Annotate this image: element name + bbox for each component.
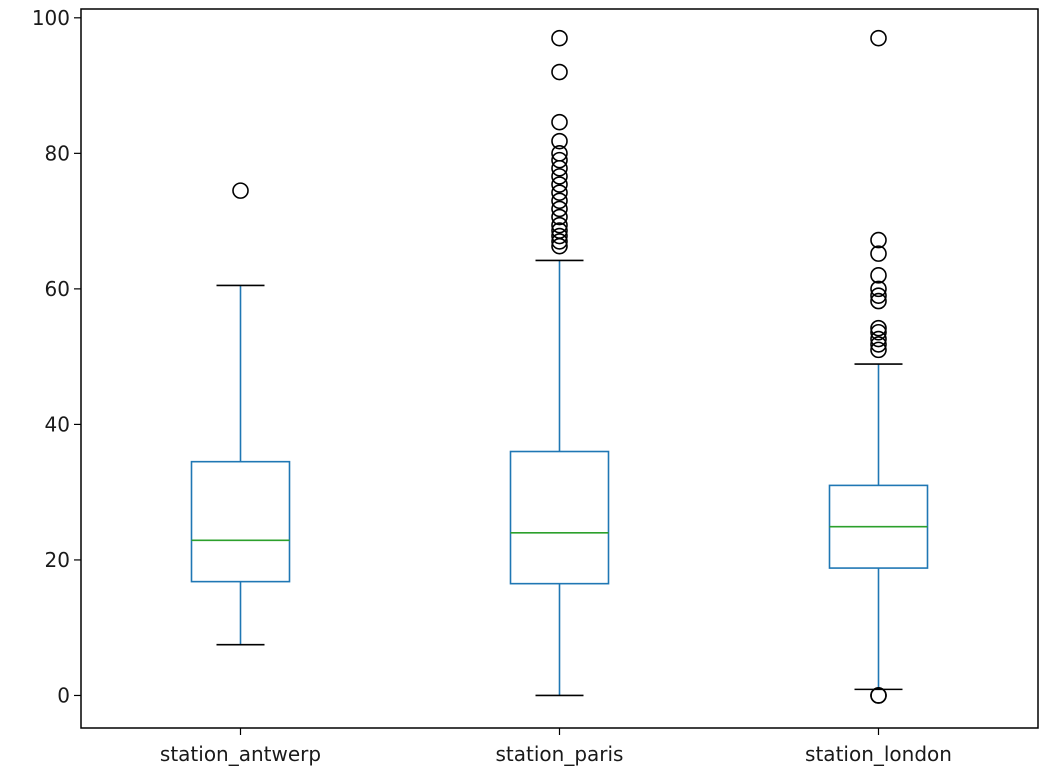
outlier-point [551, 200, 568, 218]
x-tick-label: station_antwerp [160, 742, 321, 766]
outlier-point [870, 323, 887, 341]
outlier-point [551, 222, 568, 239]
outlier-point [551, 63, 568, 81]
x-tick-label: station_london [805, 742, 952, 766]
outlier-point [551, 113, 568, 131]
outlier-point [551, 216, 568, 234]
outlier-point [551, 184, 568, 201]
outlier-point [551, 168, 568, 185]
outlier-point [551, 151, 568, 169]
y-tick-label: 0 [57, 683, 70, 707]
y-tick-label: 20 [45, 548, 70, 572]
box-station_antwerp [190, 182, 291, 646]
outlier-point [551, 176, 568, 193]
outlier-point [870, 231, 887, 249]
outlier-point [870, 319, 887, 337]
outlier-point [870, 287, 887, 304]
outlier-point [551, 145, 568, 162]
outlier-point [870, 336, 887, 353]
y-tick-label: 60 [45, 277, 70, 301]
outlier-point [870, 29, 887, 47]
outlier-point [551, 192, 568, 210]
y-tick-label: 100 [32, 6, 70, 30]
outlier-point [870, 280, 887, 298]
plot-area [190, 29, 929, 704]
outlier-point [551, 29, 568, 47]
outlier-point [870, 267, 887, 284]
outlier-point [551, 132, 568, 150]
box-station_london [828, 29, 929, 704]
iqr-box [509, 450, 610, 585]
box-station_paris [509, 29, 610, 697]
outlier-point [551, 233, 568, 250]
outlier-point [232, 182, 249, 199]
outlier-point [870, 330, 887, 348]
outlier-point [551, 208, 568, 226]
y-tick-label: 40 [45, 412, 70, 436]
outlier-point [870, 341, 887, 359]
outlier-point [551, 227, 568, 245]
x-tick-label: station_paris [496, 742, 624, 766]
x-axis: station_antwerp station_paris station_lond… [160, 728, 952, 766]
y-tick-label: 80 [45, 141, 70, 165]
outlier-point [870, 245, 887, 262]
iqr-box [190, 460, 291, 583]
outlier-point [870, 292, 887, 310]
outlier-point [870, 687, 887, 704]
y-axis: 0 20 40 60 80 100 [32, 6, 81, 707]
